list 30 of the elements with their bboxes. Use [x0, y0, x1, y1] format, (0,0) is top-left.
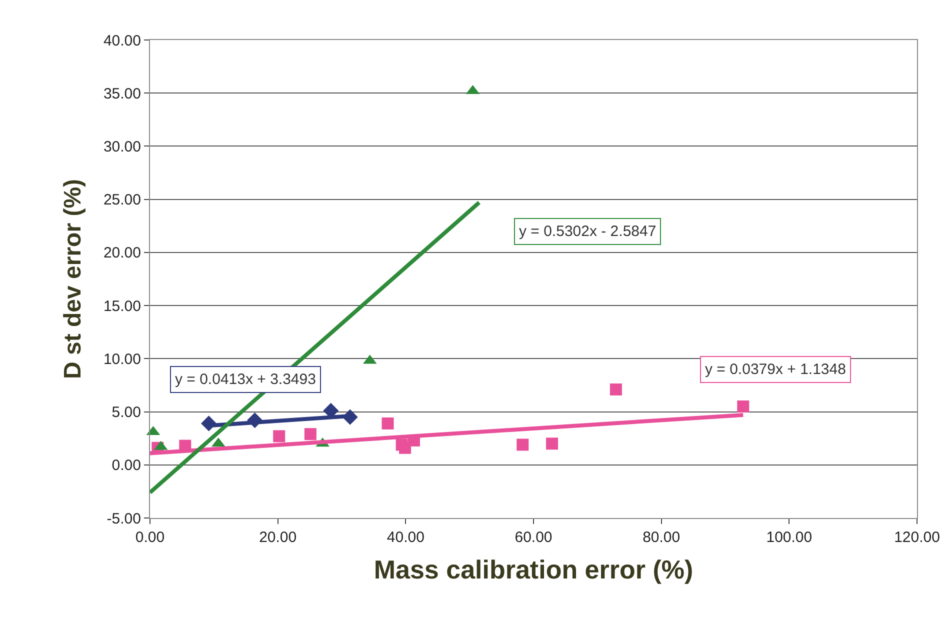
point [273, 430, 286, 442]
annotation: y = 0.0413x + 3.3493 [175, 371, 316, 388]
y-tick-label: 0.00 [112, 457, 141, 474]
y-tick-label: 25.00 [103, 192, 141, 209]
annotation: y = 0.5302x - 2.5847 [519, 223, 656, 240]
x-tick-label: 80.00 [642, 529, 680, 546]
point [399, 442, 412, 454]
x-tick-label: 40.00 [386, 529, 424, 546]
y-tick-label: 35.00 [103, 85, 141, 102]
point [737, 400, 750, 412]
point [516, 438, 529, 451]
y-tick-label: 30.00 [103, 138, 141, 156]
x-axis-title: Mass calibration error (%) [374, 554, 694, 585]
y-tick-label: 10.00 [103, 350, 141, 368]
y-tick-label: -5.00 [106, 510, 141, 528]
annotation: y = 0.0379x + 1.1348 [705, 361, 846, 378]
y-tick-label: 40.00 [103, 32, 141, 50]
x-tick-label: 120.00 [894, 529, 940, 546]
x-tick-label: 100.00 [766, 529, 812, 546]
point [610, 383, 622, 396]
y-tick-label: 5.00 [112, 404, 141, 422]
y-tick-label: 15.00 [103, 298, 141, 315]
point [304, 428, 316, 440]
x-tick-label: 0.00 [135, 529, 165, 546]
x-tick-label: 20.00 [259, 529, 297, 546]
y-axis-title: D st dev error (%) [60, 178, 87, 380]
point [382, 417, 394, 430]
y-tick-label: 20.00 [103, 244, 141, 262]
x-tick-label: 60.00 [514, 529, 552, 546]
point [546, 438, 558, 450]
